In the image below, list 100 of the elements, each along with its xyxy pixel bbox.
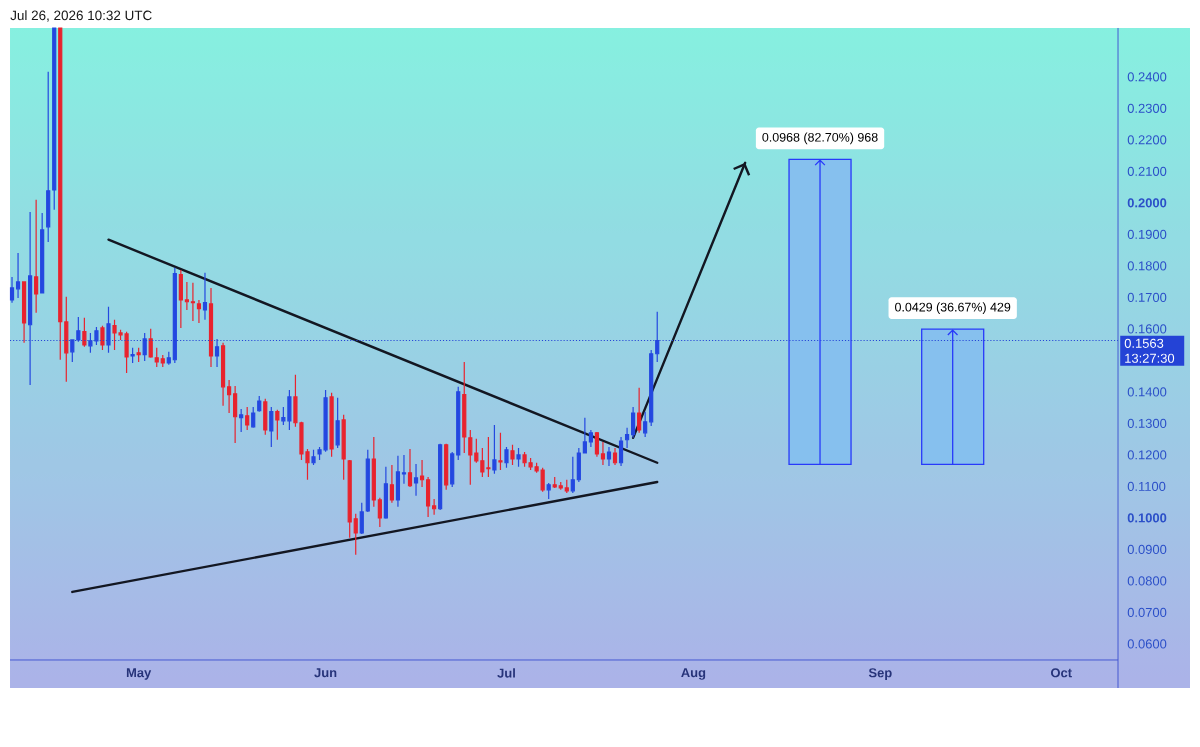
y-tick-label: 0.0800 [1127, 576, 1167, 586]
candlestick [413, 463, 419, 497]
candlestick [456, 386, 461, 461]
candlestick [100, 325, 105, 351]
y-tick-label: 0.1900 [1127, 229, 1167, 239]
x-tick-label: Aug [681, 668, 706, 680]
y-tick-label: 0.1200 [1127, 450, 1167, 460]
candlestick [582, 417, 587, 454]
candlestick [82, 317, 87, 348]
candlestick [462, 361, 467, 454]
candlestick [407, 448, 413, 488]
candlestick [371, 436, 376, 508]
candlestick [600, 441, 606, 466]
candlestick [624, 427, 630, 449]
candlestick [184, 281, 189, 311]
y-tick-label: 0.0700 [1127, 607, 1167, 617]
candlestick [468, 429, 473, 486]
candlestick [202, 272, 208, 321]
candlestick [594, 431, 600, 458]
candlestick [643, 411, 648, 438]
candlestick [365, 449, 370, 513]
candlestick [220, 342, 226, 407]
candlestick [269, 406, 274, 448]
candlestick [383, 466, 388, 520]
candlestick [552, 476, 557, 489]
data-label: 0.0968 (82.70%) 968 [762, 132, 878, 145]
candlestick [148, 328, 153, 359]
candlestick [570, 456, 575, 494]
y-tick-label: 0.2000 [1127, 198, 1167, 208]
candlestick [64, 296, 69, 383]
y-tick-label: 0.1700 [1127, 292, 1167, 302]
ref-line-label: 0.1563 13:27:30 [1124, 338, 1175, 363]
candlestick [450, 451, 455, 488]
candlestick [588, 429, 593, 448]
candlestick [377, 497, 382, 528]
data-label: 0.0429 (36.67%) 429 [895, 302, 1011, 314]
candlestick [516, 447, 521, 468]
candlestick [160, 354, 165, 368]
y-tick-label: 0.1800 [1127, 261, 1167, 271]
candlestick [15, 252, 21, 299]
candlestick [251, 406, 256, 429]
x-tick-label: May [126, 668, 152, 680]
x-tick-label: Jun [314, 668, 337, 678]
x-tick-label: Sep [868, 668, 892, 680]
candlestick [245, 406, 250, 431]
candlestick [510, 444, 515, 466]
candlestick [649, 349, 654, 427]
candlestick [227, 379, 232, 414]
y-tick-label: 0.1000 [1127, 513, 1167, 523]
candlestick [329, 392, 334, 458]
candlestick [540, 467, 545, 493]
candlestick [389, 464, 395, 504]
candlestick [196, 299, 202, 324]
candlestick [576, 447, 581, 483]
candlestick [9, 276, 15, 304]
y-tick-label: 0.2200 [1127, 135, 1167, 145]
candlestick [166, 351, 171, 366]
candlestick [40, 212, 45, 294]
candlestick [558, 481, 563, 491]
candlestick [154, 347, 159, 368]
candlestick [618, 436, 624, 467]
candlestick [606, 446, 612, 467]
candlestick [438, 443, 443, 511]
candlestick [631, 406, 636, 439]
x-tick-label: Oct [1050, 668, 1072, 678]
y-tick-label: 0.1400 [1127, 387, 1167, 397]
candlestick [208, 287, 214, 368]
candlestick [311, 449, 316, 466]
y-tick-label: 0.1600 [1127, 324, 1167, 334]
candlestick [353, 513, 358, 556]
x-tick-label: Jul [497, 668, 515, 678]
candlestick [546, 482, 551, 500]
candlestick [136, 347, 141, 363]
candlestick [474, 438, 479, 464]
candlestick [395, 455, 401, 508]
y-tick-label: 0.2100 [1127, 166, 1167, 176]
candlestick [425, 476, 431, 518]
candlestick [419, 459, 425, 488]
y-tick-label: 0.2400 [1127, 72, 1167, 82]
candlestick [341, 414, 346, 481]
candlestick [347, 459, 352, 539]
candlestick [335, 397, 340, 449]
candlestick [34, 199, 39, 314]
candlestick [130, 347, 135, 364]
candlestick [492, 424, 497, 475]
candlestick [21, 281, 27, 344]
candlestick [52, 27, 57, 211]
candlestick [432, 498, 437, 516]
y-tick-label: 0.1300 [1127, 418, 1167, 428]
candlestick [190, 282, 196, 322]
y-tick-label: 0.0600 [1127, 639, 1167, 649]
candlestick [263, 398, 268, 436]
candlestick [444, 443, 449, 491]
candlestick [359, 502, 364, 535]
candlestick [233, 385, 238, 444]
candlestick [58, 27, 63, 361]
candlestick [401, 454, 407, 485]
candlestick [257, 395, 262, 413]
candlestick [637, 387, 642, 434]
candlestick [504, 446, 509, 469]
